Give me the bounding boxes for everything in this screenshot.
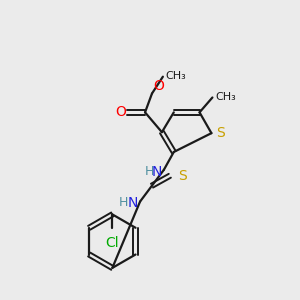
Text: N: N — [128, 196, 138, 209]
Text: H: H — [145, 165, 154, 178]
Text: O: O — [115, 105, 126, 119]
Text: H: H — [119, 196, 128, 209]
Text: O: O — [153, 79, 164, 92]
Text: S: S — [178, 169, 187, 183]
Text: N: N — [152, 165, 162, 179]
Text: Cl: Cl — [106, 236, 119, 250]
Text: S: S — [216, 126, 225, 140]
Text: CH₃: CH₃ — [215, 92, 236, 101]
Text: CH₃: CH₃ — [166, 71, 187, 81]
